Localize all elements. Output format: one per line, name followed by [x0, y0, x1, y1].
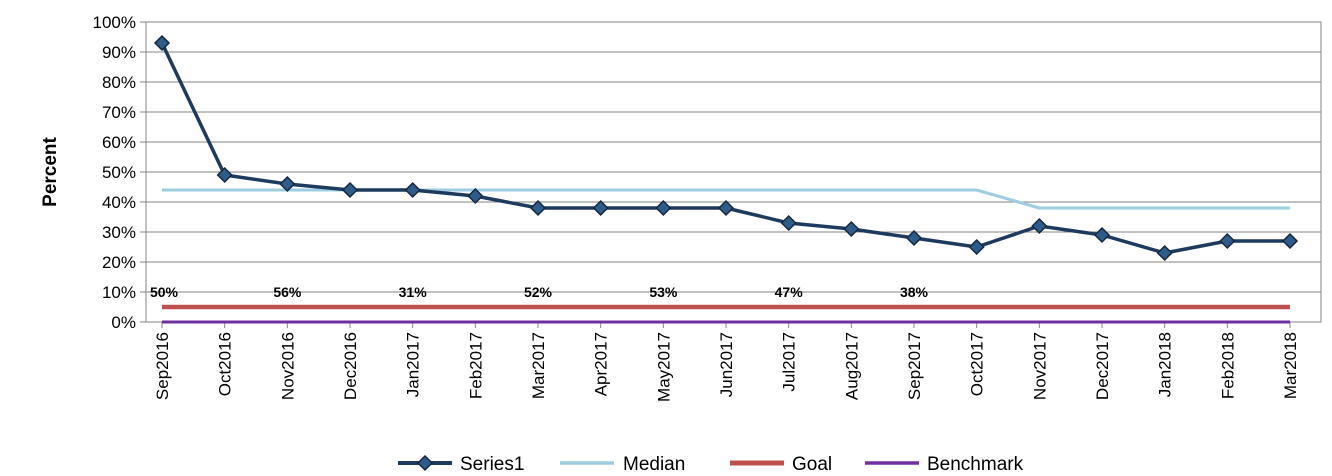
- x-tick-label: Jan2017: [404, 332, 423, 397]
- legend-marker: [416, 454, 434, 472]
- y-tick-label: 50%: [102, 163, 136, 182]
- x-tick-label: Sep2017: [905, 332, 924, 400]
- x-tick-label: Feb2017: [466, 332, 485, 399]
- y-axis-ticks: 0% 10% 20% 30% 40% 50% 60% 70% 80% 90% 100%: [93, 13, 146, 332]
- series1-marker: [216, 166, 233, 184]
- y-tick-label: 10%: [102, 283, 136, 302]
- legend: Series1 Median Goal Benchmark: [398, 454, 1024, 475]
- x-tick-label: Oct2016: [216, 332, 235, 396]
- x-tick-label: Dec2016: [341, 332, 360, 400]
- x-tick-label: Jan2018: [1156, 332, 1175, 397]
- legend-label: Series1: [460, 454, 524, 475]
- series-line-series1: [160, 42, 1290, 255]
- legend-label: Benchmark: [927, 454, 1024, 475]
- x-tick-label: Dec2017: [1093, 332, 1112, 400]
- annotation-label: 52%: [524, 284, 553, 300]
- x-tick-label: Jul2017: [780, 332, 799, 392]
- y-tick-label: 30%: [102, 223, 136, 242]
- series1-marker: [1281, 232, 1299, 250]
- series1-marker: [717, 199, 735, 217]
- x-tick-label: Oct2017: [968, 332, 987, 396]
- series1-marker: [529, 199, 547, 217]
- annotation-label: 53%: [649, 284, 678, 300]
- x-tick-label: Apr2017: [592, 332, 611, 396]
- y-tick-label: 60%: [102, 133, 136, 152]
- annotation-label: 47%: [775, 284, 804, 300]
- y-axis-label: Percent: [40, 136, 61, 206]
- annotations: 50% 56% 31% 52% 53% 47% 38%: [150, 284, 929, 300]
- series-lines: [160, 42, 1290, 324]
- x-tick-label: Feb2018: [1218, 332, 1237, 399]
- x-tick-label: May2017: [654, 332, 673, 402]
- series1-marker: [843, 220, 860, 238]
- y-tick-label: 40%: [102, 193, 136, 212]
- annotation-label: 56%: [273, 284, 302, 300]
- legend-label: Median: [623, 454, 685, 475]
- annotation-label: 38%: [900, 284, 929, 300]
- series1-marker: [1156, 244, 1173, 262]
- series1-marker: [341, 181, 359, 199]
- series1-markers: [153, 34, 1299, 262]
- x-tick-label: Mar2017: [529, 332, 548, 399]
- series1-marker: [467, 187, 484, 205]
- y-tick-label: 100%: [93, 13, 136, 32]
- y-tick-label: 90%: [102, 43, 136, 62]
- x-tick-label: Sep2016: [153, 332, 172, 400]
- annotation-label: 50%: [150, 284, 179, 300]
- gridlines: [146, 21, 1321, 323]
- series1-marker: [968, 238, 985, 256]
- series1-marker: [655, 199, 672, 217]
- series1-marker: [1219, 232, 1236, 250]
- x-axis-ticks: Sep2016 Oct2016 Nov2016 Dec2016 Jan2017 Feb20…: [153, 322, 1300, 402]
- y-tick-label: 0%: [111, 313, 136, 332]
- series1-marker: [592, 199, 609, 217]
- x-tick-label: Aug2017: [842, 332, 861, 400]
- annotation-label: 31%: [399, 284, 428, 300]
- series1-marker: [279, 175, 296, 193]
- y-tick-label: 20%: [102, 253, 136, 272]
- series1-marker: [905, 229, 923, 247]
- y-tick-label: 80%: [102, 73, 136, 92]
- x-tick-label: Nov2017: [1030, 332, 1049, 400]
- series1-marker: [1031, 217, 1048, 235]
- series1-marker: [780, 214, 797, 232]
- series1-marker: [404, 181, 421, 199]
- y-tick-label: 70%: [102, 103, 136, 122]
- x-tick-label: Jun2017: [717, 332, 736, 397]
- legend-label: Goal: [792, 454, 832, 475]
- x-tick-label: Mar2018: [1281, 332, 1300, 399]
- series1-marker: [1093, 226, 1111, 244]
- series1-marker: [153, 34, 171, 52]
- x-tick-label: Nov2016: [278, 332, 297, 400]
